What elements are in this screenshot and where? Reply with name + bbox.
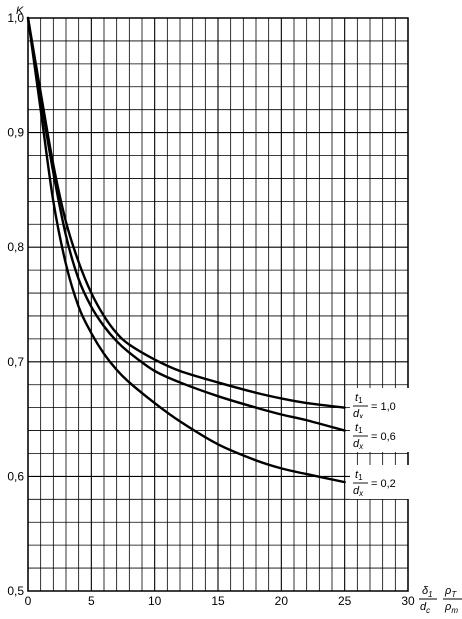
series-layer — [26, 16, 346, 484]
x-axis-label-numerator-right: ρT — [444, 585, 457, 599]
x-tick-label: 10 — [148, 594, 162, 608]
curve-label-denominator: dx — [353, 438, 364, 451]
series-line-t1dx-0-2 — [26, 16, 346, 484]
y-tick-label: 0,8 — [7, 240, 24, 254]
curve-label-background — [350, 388, 416, 422]
y-axis-label: K — [16, 5, 24, 17]
grid-layer — [27, 17, 409, 592]
y-tick-label: 0,9 — [7, 126, 24, 140]
x-tick-label: 25 — [338, 594, 352, 608]
x-tick-label: 5 — [88, 594, 95, 608]
x-tick-label: 30 — [401, 594, 415, 608]
curve-label-denominator: dx — [353, 408, 364, 421]
curve-label-value: = 1,0 — [371, 401, 396, 413]
x-axis-label-denominator-left: dc — [420, 601, 430, 615]
x-axis-label-numerator-left: δ1 — [422, 585, 433, 599]
x-tick-label: 0 — [25, 594, 32, 608]
y-tick-label: 0,6 — [7, 469, 24, 483]
curve-label-numerator: t1 — [355, 469, 363, 482]
x-axis-label-denominator-right: ρm — [444, 601, 458, 615]
curve-label-background — [350, 418, 416, 452]
curve-label-value: = 0,6 — [371, 431, 396, 443]
y-tick-label: 1,0 — [7, 11, 24, 25]
curve-label-value: = 0,2 — [371, 478, 396, 490]
y-tick-label: 0,7 — [7, 355, 24, 369]
series-line-t1dx-0-6 — [26, 16, 346, 432]
x-tick-label: 15 — [211, 594, 225, 608]
series-line-t1dx-1-0 — [26, 16, 346, 409]
x-tick-label: 20 — [275, 594, 289, 608]
curve-label-denominator: dx — [353, 485, 364, 498]
y-tick-label: 0,5 — [7, 584, 24, 598]
curve-label-numerator: t1 — [355, 422, 363, 435]
curve-label-numerator: t1 — [355, 392, 363, 405]
tick-label-layer: 0,5 0,6 0,7 0,8 0,9 1,0 0 5 10 15 20 25 30 — [7, 11, 415, 608]
curve-label-background — [350, 465, 416, 499]
plot-frame — [27, 17, 409, 592]
